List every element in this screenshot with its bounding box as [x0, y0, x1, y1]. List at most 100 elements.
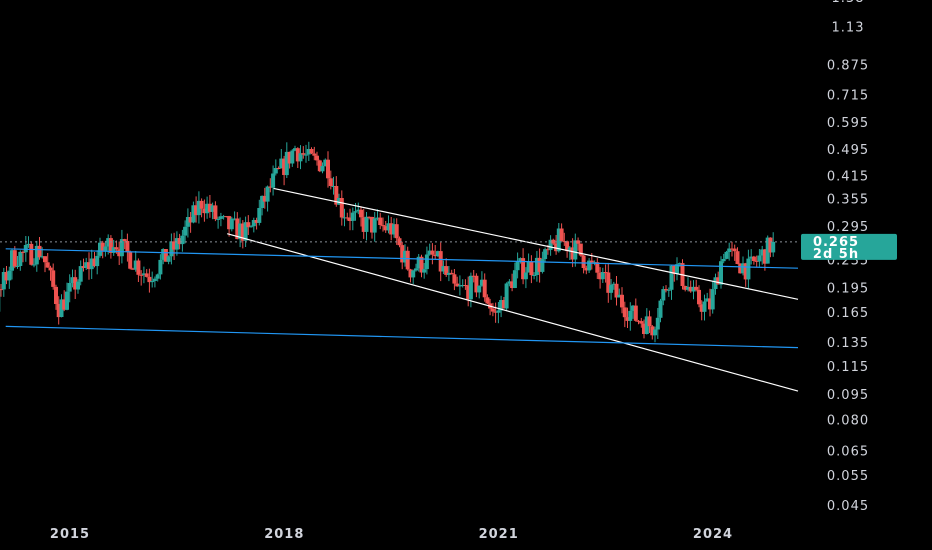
trendline-group[interactable] — [5, 187, 799, 392]
candle-body — [394, 224, 399, 239]
time-axis[interactable]: 2015 2018 2021 2024 — [50, 527, 733, 542]
candle-body — [600, 272, 605, 280]
candle — [43, 256, 47, 273]
price-tick-label: 0.355 — [827, 193, 869, 208]
candle-body — [62, 299, 67, 310]
candle-body — [378, 217, 383, 225]
candle-body — [370, 217, 374, 233]
candle-body — [169, 241, 174, 257]
candle — [370, 216, 374, 239]
candle-body — [89, 258, 94, 270]
candle-body — [106, 238, 111, 247]
candle-body — [518, 258, 523, 262]
candle-body — [543, 249, 548, 259]
candle-body — [757, 255, 762, 262]
candle-body — [433, 254, 438, 257]
candle-body — [526, 261, 531, 273]
candle-body — [84, 262, 89, 268]
candle-body — [235, 218, 240, 240]
candle — [435, 250, 440, 258]
candle-body — [284, 151, 289, 176]
candle-body — [207, 203, 212, 212]
candle — [449, 269, 454, 275]
candle-body — [474, 275, 479, 293]
candle-body — [251, 220, 256, 227]
trendline-upper-horizontal[interactable] — [5, 248, 799, 269]
candle — [416, 254, 421, 272]
candle-body — [606, 272, 611, 293]
candle — [386, 215, 391, 234]
candle-body — [350, 212, 355, 221]
candle-body — [688, 286, 693, 292]
candle-body — [501, 300, 506, 309]
price-tick-label: 0.875 — [827, 59, 869, 74]
candle-body — [295, 148, 300, 162]
candle-body — [254, 220, 259, 223]
candle-body — [741, 263, 745, 274]
candle-body — [125, 241, 130, 252]
candle-body — [56, 304, 61, 318]
candle-body — [664, 289, 668, 291]
candle — [735, 247, 740, 265]
candle — [103, 240, 108, 257]
candle — [403, 244, 407, 267]
candle — [243, 216, 248, 247]
candle-body — [240, 223, 245, 241]
time-tick-label: 2015 — [50, 527, 90, 542]
trendline-upper-channel[interactable] — [273, 187, 799, 300]
candle-body — [312, 153, 317, 156]
candle-body — [339, 198, 344, 218]
candle — [312, 146, 317, 161]
candle-body — [584, 268, 589, 271]
candle-body — [293, 148, 297, 151]
candle-body — [529, 261, 534, 276]
candle — [348, 208, 352, 231]
candle — [512, 262, 517, 289]
candle — [697, 285, 701, 308]
candle — [147, 268, 152, 293]
candle — [108, 235, 113, 259]
candle — [397, 236, 402, 248]
candle — [521, 248, 526, 285]
trendline-lower-horizontal[interactable] — [5, 325, 799, 349]
candle-body — [383, 226, 388, 231]
candle — [708, 288, 712, 317]
candle — [691, 280, 696, 300]
candle — [150, 271, 155, 288]
candle-body — [51, 270, 56, 287]
candle — [221, 214, 226, 220]
candle-body — [144, 273, 149, 277]
candle — [257, 199, 262, 226]
candle — [199, 198, 204, 218]
candle-body — [400, 245, 405, 263]
candle-body — [265, 186, 270, 202]
candle — [710, 280, 715, 314]
candle — [446, 266, 451, 282]
candle-body — [279, 158, 284, 168]
candle-body — [210, 205, 215, 212]
candle — [254, 217, 259, 230]
current-price-value: 0.265 — [813, 235, 859, 250]
candle — [598, 267, 603, 289]
candle — [433, 245, 438, 260]
candle-body — [345, 217, 350, 219]
candle — [653, 326, 657, 343]
candle — [290, 149, 295, 167]
candle-body — [194, 205, 199, 216]
candle — [12, 246, 17, 269]
price-tick-label: 0.195 — [827, 281, 869, 296]
candle — [548, 235, 553, 256]
candle — [625, 307, 630, 328]
candle-body — [18, 251, 23, 266]
candle-body — [1, 272, 6, 290]
candle-body — [694, 286, 699, 290]
candle-body — [73, 277, 78, 290]
candle — [345, 212, 350, 221]
trendline-lower-channel[interactable] — [227, 233, 799, 392]
price-tick-label: 0.065 — [827, 445, 869, 460]
candle-body — [754, 260, 759, 262]
candle-body — [232, 218, 237, 220]
candle-body — [7, 270, 12, 281]
candle-body — [765, 237, 770, 264]
